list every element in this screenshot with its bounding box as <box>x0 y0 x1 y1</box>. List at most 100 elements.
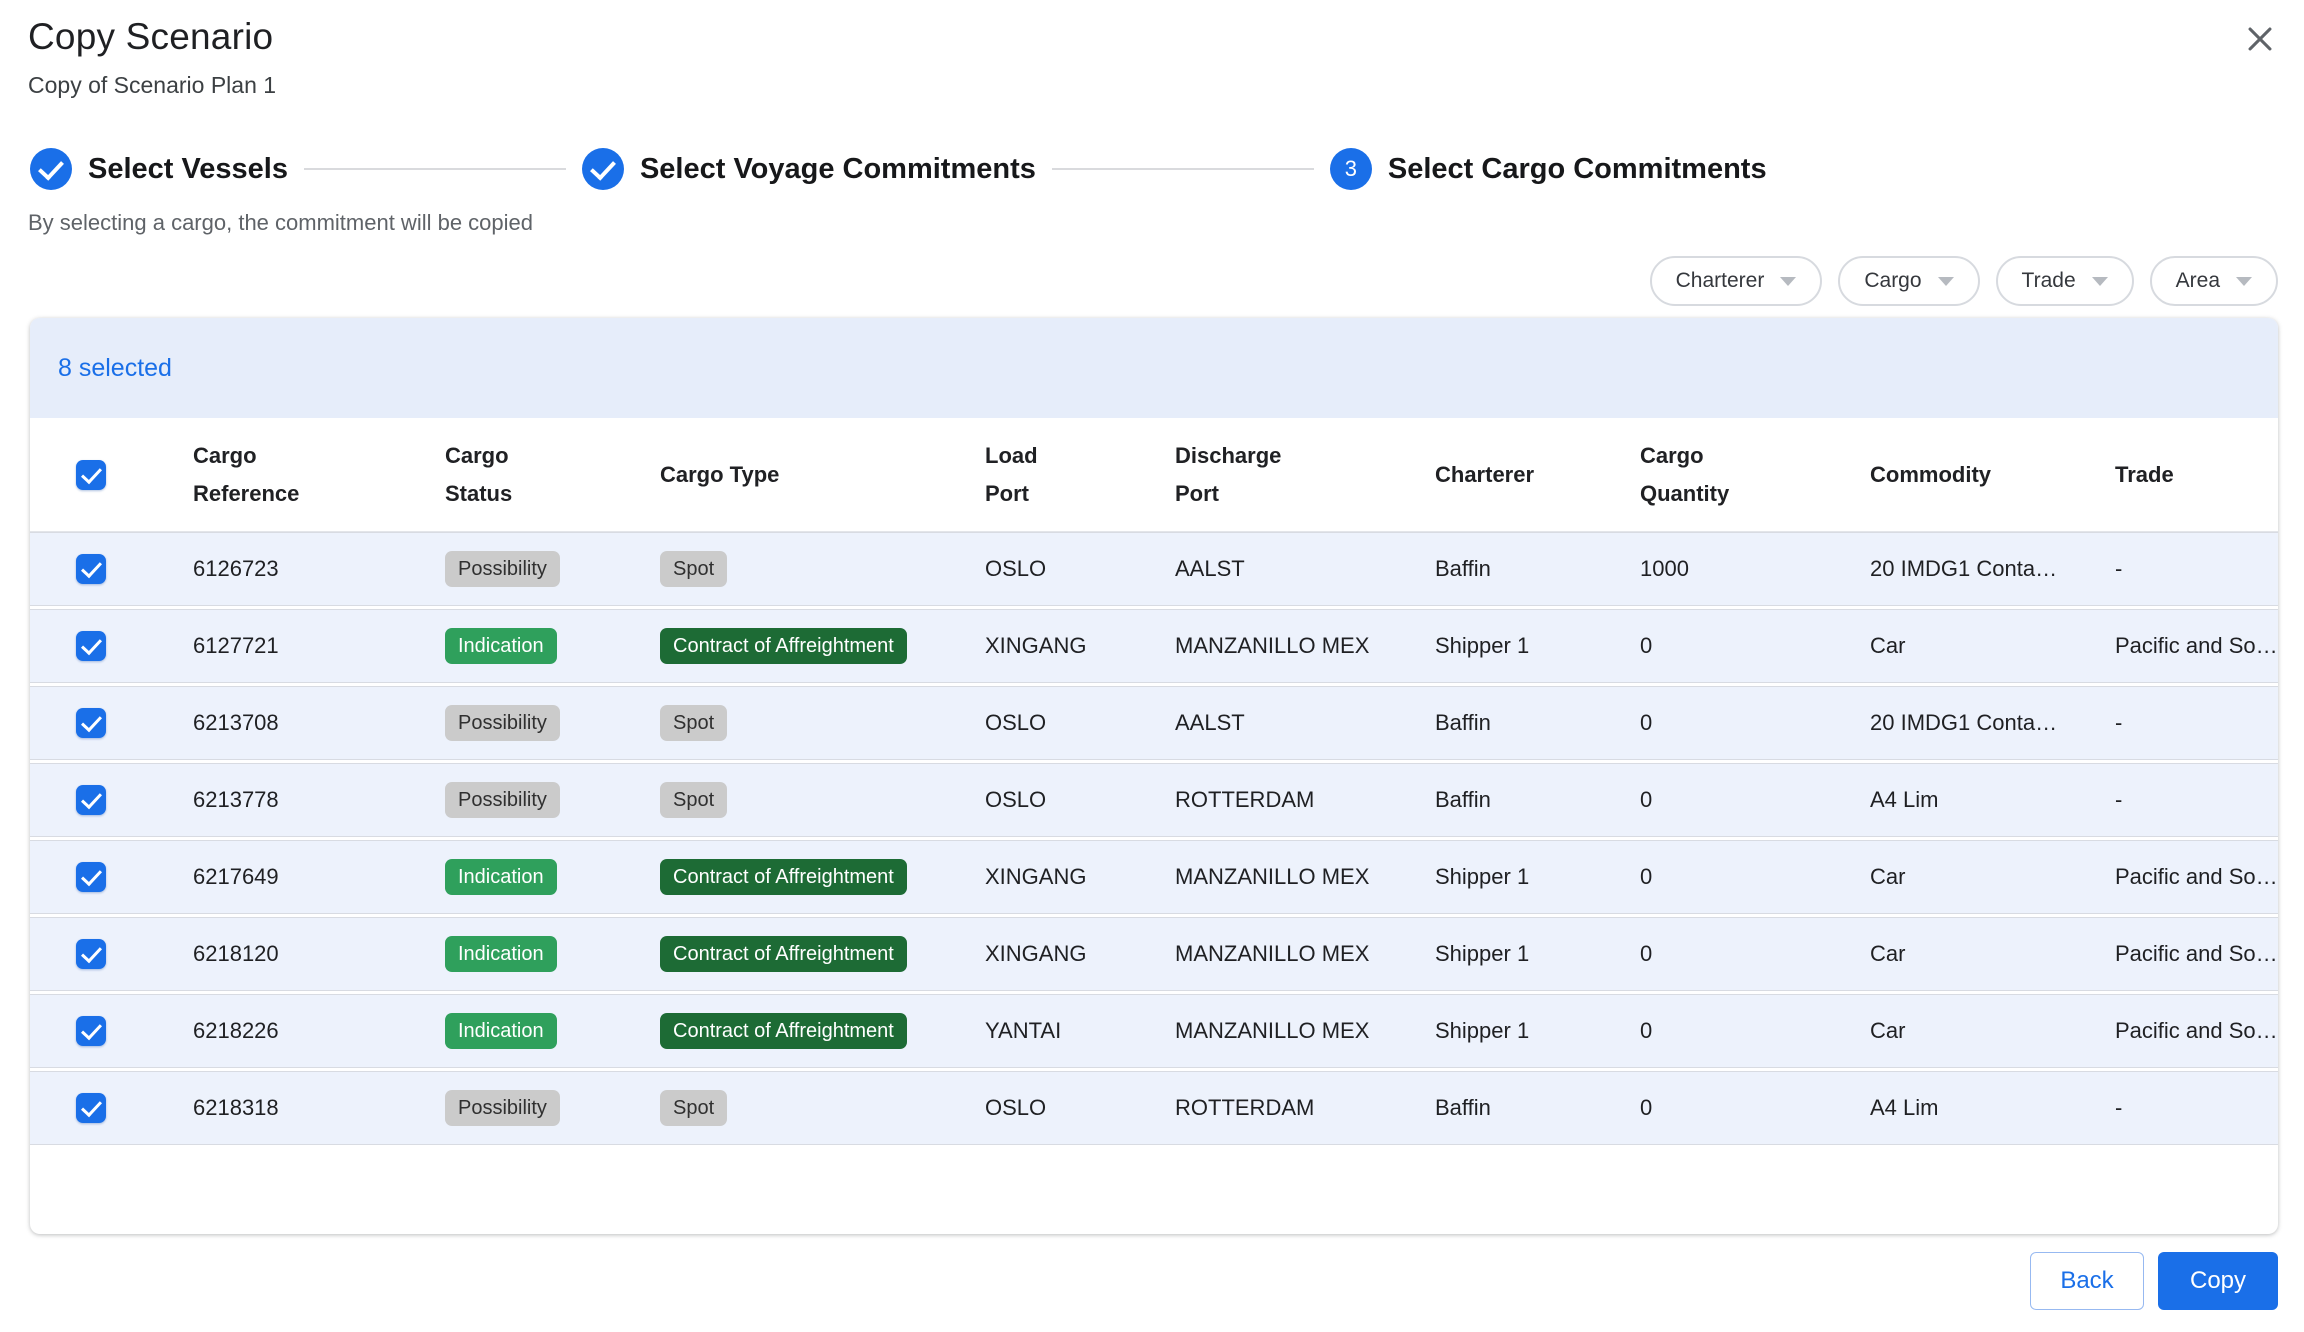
cell-commodity: A4 Lim <box>1870 1095 2115 1121</box>
row-checkbox[interactable] <box>76 708 106 738</box>
step-complete-check-icon <box>582 148 624 190</box>
table-row[interactable]: 6217649 Indication Contract of Affreight… <box>30 840 2278 914</box>
dialog-subtitle: Copy of Scenario Plan 1 <box>28 72 276 99</box>
cell-trade: - <box>2115 787 2278 813</box>
column-header-discharge-port: Discharge Port <box>1175 437 1435 513</box>
cell-cargo-status: Indication <box>445 859 660 895</box>
cell-discharge-port: MANZANILLO MEX <box>1175 941 1435 967</box>
cell-cargo-quantity: 1000 <box>1640 556 1870 582</box>
cargo-type-badge: Spot <box>660 705 727 741</box>
column-header-cargo-type: Cargo Type <box>660 456 985 494</box>
step-select-voyage-commitments[interactable]: Select Voyage Commitments <box>582 148 1036 190</box>
step-label: Select Vessels <box>88 153 288 186</box>
column-header-cargo-status: Cargo Status <box>445 437 660 513</box>
back-button[interactable]: Back <box>2030 1252 2144 1310</box>
step-label: Select Voyage Commitments <box>640 153 1036 186</box>
cargo-type-badge: Spot <box>660 1090 727 1126</box>
row-checkbox[interactable] <box>76 939 106 969</box>
cell-discharge-port: AALST <box>1175 556 1435 582</box>
step-label: Select Cargo Commitments <box>1388 153 1767 186</box>
cell-cargo-quantity: 0 <box>1640 710 1870 736</box>
cell-charterer: Shipper 1 <box>1435 941 1640 967</box>
cell-trade: Pacific and So… <box>2115 941 2278 967</box>
cell-cargo-quantity: 0 <box>1640 1018 1870 1044</box>
cell-load-port: OSLO <box>985 787 1175 813</box>
step-select-cargo-commitments[interactable]: 3 Select Cargo Commitments <box>1330 148 1767 190</box>
cell-commodity: Car <box>1870 941 2115 967</box>
cell-cargo-type: Contract of Affreightment <box>660 628 985 664</box>
chevron-down-icon <box>2236 277 2252 286</box>
status-badge: Indication <box>445 859 557 895</box>
cell-cargo-status: Possibility <box>445 1090 660 1126</box>
cell-discharge-port: AALST <box>1175 710 1435 736</box>
filter-area[interactable]: Area <box>2150 256 2278 306</box>
cell-cargo-reference: 6218120 <box>193 941 445 967</box>
column-header-load-port: Load Port <box>985 437 1175 513</box>
cargo-type-badge: Contract of Affreightment <box>660 628 907 664</box>
cell-charterer: Baffin <box>1435 710 1640 736</box>
table-header-row: Cargo Reference Cargo Status Cargo Type … <box>30 418 2278 532</box>
chevron-down-icon <box>1938 277 1954 286</box>
table-row[interactable]: 6126723 Possibility Spot OSLO AALST Baff… <box>30 532 2278 606</box>
cargo-type-badge: Contract of Affreightment <box>660 1013 907 1049</box>
cell-cargo-type: Contract of Affreightment <box>660 936 985 972</box>
cell-commodity: A4 Lim <box>1870 787 2115 813</box>
cell-cargo-type: Spot <box>660 782 985 818</box>
cell-cargo-reference: 6127721 <box>193 633 445 659</box>
cell-cargo-reference: 6213778 <box>193 787 445 813</box>
row-checkbox[interactable] <box>76 1093 106 1123</box>
cell-cargo-type: Contract of Affreightment <box>660 859 985 895</box>
cell-trade: Pacific and So… <box>2115 633 2278 659</box>
copy-button[interactable]: Copy <box>2158 1252 2278 1310</box>
step-connector <box>1052 168 1314 170</box>
cell-load-port: XINGANG <box>985 941 1175 967</box>
filter-cargo[interactable]: Cargo <box>1838 256 1979 306</box>
step-number-badge: 3 <box>1330 148 1372 190</box>
cell-load-port: XINGANG <box>985 633 1175 659</box>
table-row[interactable]: 6218318 Possibility Spot OSLO ROTTERDAM … <box>30 1071 2278 1145</box>
cell-cargo-quantity: 0 <box>1640 787 1870 813</box>
cargo-table-card: 8 selected Cargo Reference Cargo Status … <box>30 318 2278 1234</box>
cell-commodity: Car <box>1870 633 2115 659</box>
cell-discharge-port: ROTTERDAM <box>1175 787 1435 813</box>
table-row[interactable]: 6127721 Indication Contract of Affreight… <box>30 609 2278 683</box>
cell-trade: Pacific and So… <box>2115 864 2278 890</box>
row-checkbox[interactable] <box>76 631 106 661</box>
table-row[interactable]: 6213708 Possibility Spot OSLO AALST Baff… <box>30 686 2278 760</box>
cell-cargo-reference: 6218226 <box>193 1018 445 1044</box>
column-header-commodity: Commodity <box>1870 456 2115 494</box>
row-checkbox[interactable] <box>76 1016 106 1046</box>
helper-text: By selecting a cargo, the commitment wil… <box>28 210 533 236</box>
chevron-down-icon <box>1780 277 1796 286</box>
cell-cargo-type: Contract of Affreightment <box>660 1013 985 1049</box>
selected-count: 8 selected <box>58 354 172 383</box>
column-header-charterer: Charterer <box>1435 456 1640 494</box>
row-checkbox[interactable] <box>76 862 106 892</box>
table-row[interactable]: 6218120 Indication Contract of Affreight… <box>30 917 2278 991</box>
cell-load-port: OSLO <box>985 556 1175 582</box>
cell-commodity: 20 IMDG1 Conta… <box>1870 710 2115 736</box>
chevron-down-icon <box>2092 277 2108 286</box>
row-checkbox[interactable] <box>76 785 106 815</box>
status-badge: Indication <box>445 1013 557 1049</box>
table-row[interactable]: 6213778 Possibility Spot OSLO ROTTERDAM … <box>30 763 2278 837</box>
select-all-checkbox[interactable] <box>76 460 106 490</box>
table-row[interactable]: 6218226 Indication Contract of Affreight… <box>30 994 2278 1068</box>
cell-discharge-port: MANZANILLO MEX <box>1175 864 1435 890</box>
step-select-vessels[interactable]: Select Vessels <box>30 148 288 190</box>
cell-commodity: 20 IMDG1 Conta… <box>1870 556 2115 582</box>
filter-charterer[interactable]: Charterer <box>1650 256 1823 306</box>
row-checkbox[interactable] <box>76 554 106 584</box>
cell-load-port: OSLO <box>985 710 1175 736</box>
status-badge: Indication <box>445 628 557 664</box>
cell-charterer: Baffin <box>1435 787 1640 813</box>
cell-commodity: Car <box>1870 1018 2115 1044</box>
cell-load-port: YANTAI <box>985 1018 1175 1044</box>
cell-charterer: Shipper 1 <box>1435 1018 1640 1044</box>
cell-cargo-status: Possibility <box>445 705 660 741</box>
cargo-type-badge: Spot <box>660 782 727 818</box>
filter-trade[interactable]: Trade <box>1996 256 2134 306</box>
close-button[interactable] <box>2240 20 2280 60</box>
status-badge: Possibility <box>445 782 560 818</box>
cell-cargo-reference: 6213708 <box>193 710 445 736</box>
